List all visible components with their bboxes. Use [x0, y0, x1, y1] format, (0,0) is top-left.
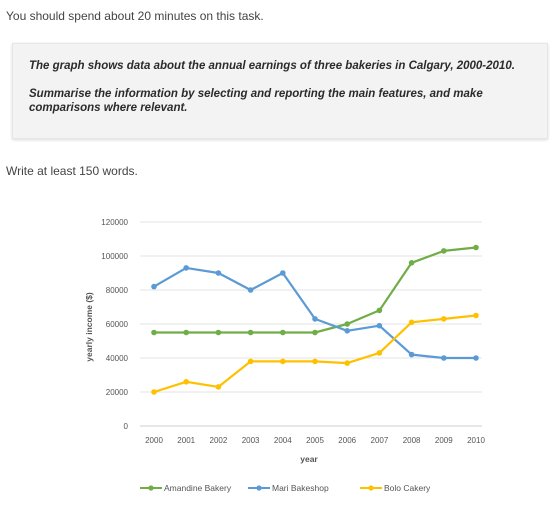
legend-label: Bolo Cakery — [384, 483, 431, 493]
data-point-mari-bakeshop — [215, 270, 222, 276]
x-tick-label: 2000 — [145, 436, 163, 445]
series-line-mari-bakeshop — [153, 266, 476, 360]
data-point-amandine-bakery — [473, 244, 479, 251]
y-tick-label: 0 — [124, 422, 129, 431]
legend-label: Amandine Bakery — [164, 483, 232, 493]
data-point-mari-bakeshop — [280, 270, 286, 276]
data-point-bolo-cakery — [247, 358, 254, 365]
y-tick-label: 100000 — [101, 252, 128, 261]
data-point-mari-bakeshop — [247, 287, 254, 293]
x-tick-label: 2001 — [177, 436, 195, 445]
x-tick-label: 2007 — [371, 436, 389, 445]
x-tick-label: 2009 — [435, 436, 453, 445]
task-description: The graph shows data about the annual ea… — [29, 60, 515, 72]
data-point-mari-bakeshop — [151, 283, 157, 290]
data-point-bolo-cakery — [376, 350, 383, 356]
y-tick-label: 20000 — [106, 388, 129, 397]
x-axis-label: year — [300, 454, 318, 464]
chart-gridlines — [140, 221, 482, 427]
x-tick-label: 2005 — [306, 436, 324, 445]
data-point-mari-bakeshop — [441, 355, 447, 361]
data-point-amandine-bakery — [280, 329, 286, 336]
data-point-amandine-bakery — [151, 329, 157, 336]
data-point-amandine-bakery — [376, 307, 383, 314]
data-point-bolo-cakery — [312, 358, 318, 365]
data-point-mari-bakeshop — [408, 351, 415, 358]
data-point-mari-bakeshop — [473, 355, 479, 361]
legend-marker — [148, 485, 154, 491]
x-tick-label: 2006 — [338, 436, 356, 445]
task-prompt-box: The graph shows data about the annual ea… — [12, 43, 548, 139]
x-tick-label: 2002 — [210, 436, 228, 445]
data-point-amandine-bakery — [215, 329, 222, 336]
data-point-mari-bakeshop — [312, 316, 318, 322]
data-point-amandine-bakery — [408, 260, 415, 266]
data-point-amandine-bakery — [344, 321, 351, 327]
x-tick-label: 2010 — [467, 436, 485, 445]
data-point-amandine-bakery — [183, 329, 189, 336]
data-point-bolo-cakery — [183, 379, 189, 385]
y-tick-label: 80000 — [106, 286, 129, 295]
data-point-bolo-cakery — [151, 389, 157, 395]
y-tick-label: 60000 — [106, 320, 129, 329]
y-tick-label: 120000 — [101, 218, 128, 227]
data-point-bolo-cakery — [408, 319, 415, 326]
y-tick-label: 40000 — [106, 354, 129, 363]
legend-label: Mari Bakeshop — [272, 483, 329, 493]
data-point-mari-bakeshop — [183, 265, 189, 271]
data-point-mari-bakeshop — [376, 322, 383, 329]
task-intro: You should spend about 20 minutes on thi… — [6, 9, 264, 23]
data-point-mari-bakeshop — [344, 328, 351, 334]
data-point-bolo-cakery — [344, 360, 351, 366]
chart-series — [151, 244, 479, 395]
task-instruction: Summarise the information by selecting a… — [29, 88, 483, 114]
chart-legend: Amandine Bakery Mari Bakeshop Bolo Cakery — [140, 483, 431, 493]
series-line-bolo-cakery — [153, 314, 477, 394]
legend-marker — [368, 485, 374, 491]
x-axis-ticks: 2000 2001 2002 2003 2004 2005 2006 2007 2008 2009… — [145, 436, 485, 445]
data-point-bolo-cakery — [473, 312, 479, 319]
legend-marker — [256, 485, 262, 491]
x-tick-label: 2003 — [242, 436, 260, 445]
y-axis-label: yearly income ($) — [84, 292, 94, 362]
word-count-instruction: Write at least 150 words. — [6, 164, 138, 178]
data-point-amandine-bakery — [441, 248, 447, 254]
data-point-bolo-cakery — [441, 316, 447, 322]
x-tick-label: 2008 — [403, 436, 421, 445]
data-point-amandine-bakery — [312, 329, 318, 336]
y-axis-ticks: 0 20000 40000 60000 80000 100000 120000 — [101, 218, 128, 431]
data-point-bolo-cakery — [215, 384, 222, 390]
data-point-bolo-cakery — [280, 358, 286, 365]
data-point-amandine-bakery — [247, 329, 254, 336]
x-tick-label: 2004 — [274, 436, 292, 445]
